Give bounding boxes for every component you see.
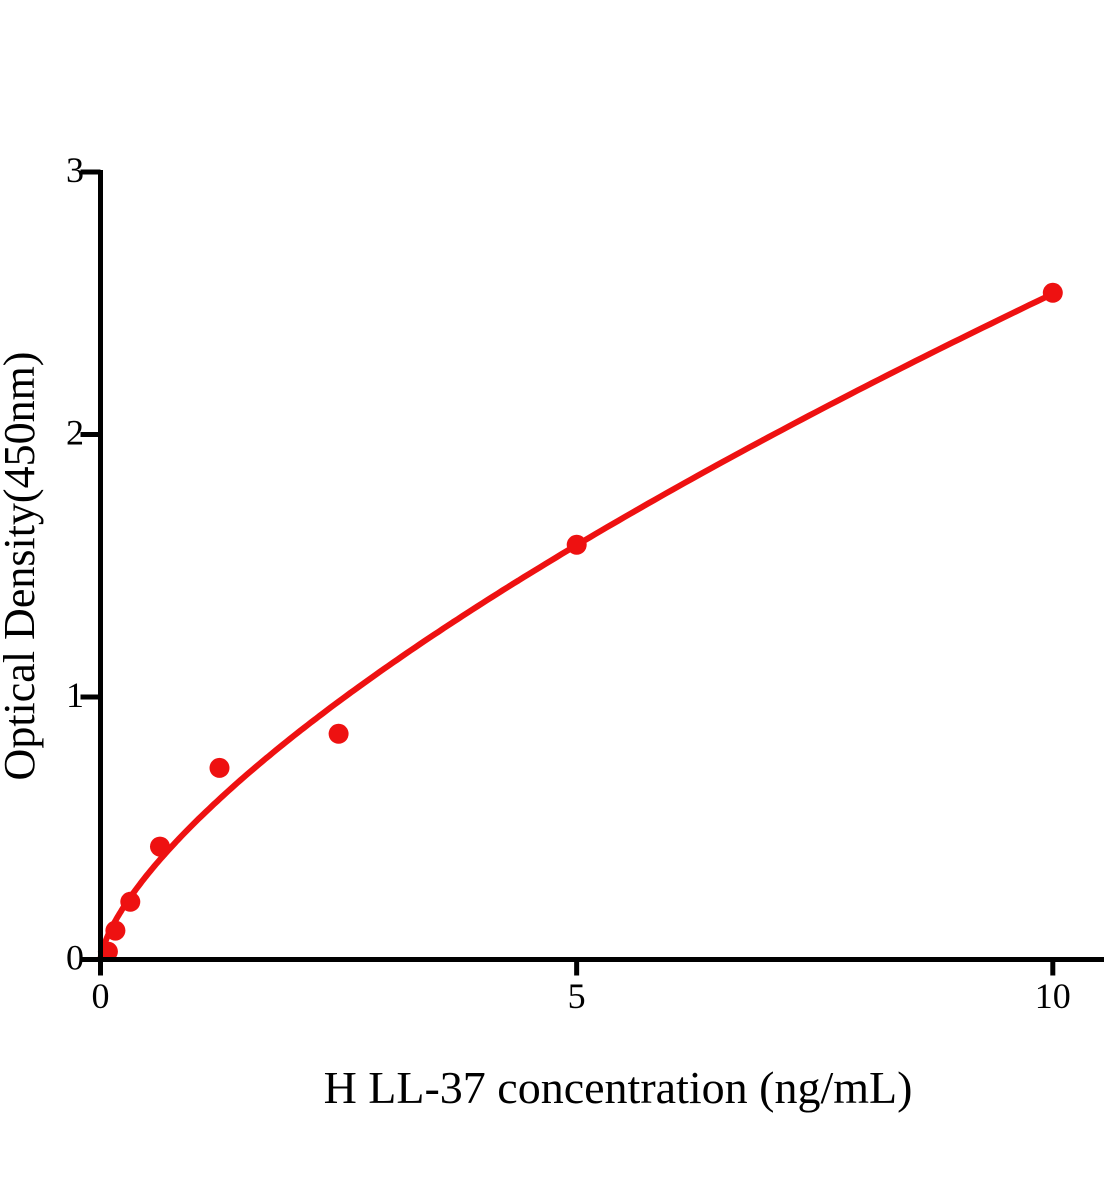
data-point	[328, 723, 349, 744]
x-tick-label: 0	[92, 976, 110, 1016]
x-tick-label: 5	[568, 976, 586, 1016]
x-tick-label: 10	[1035, 976, 1071, 1016]
data-point	[1042, 282, 1063, 303]
data-point	[120, 891, 141, 912]
tick-labels-layer: 0 1 2 3 0 5 10	[66, 150, 1071, 1016]
data-point	[105, 920, 126, 941]
y-tick-label: 3	[66, 150, 84, 190]
standard-curve-line	[97, 291, 1055, 963]
data-layer	[97, 282, 1063, 963]
data-point	[209, 757, 230, 778]
axes-layer	[80, 169, 1104, 976]
data-point	[566, 534, 587, 555]
data-point	[150, 836, 170, 857]
y-tick-label: 0	[66, 938, 84, 978]
x-axis-title: H LL-37 concentration (ng/mL)	[324, 1062, 913, 1113]
y-tick-label: 1	[66, 675, 84, 715]
y-tick-label: 2	[66, 413, 84, 453]
y-axis-title: Optical Density(450nm)	[0, 352, 44, 781]
